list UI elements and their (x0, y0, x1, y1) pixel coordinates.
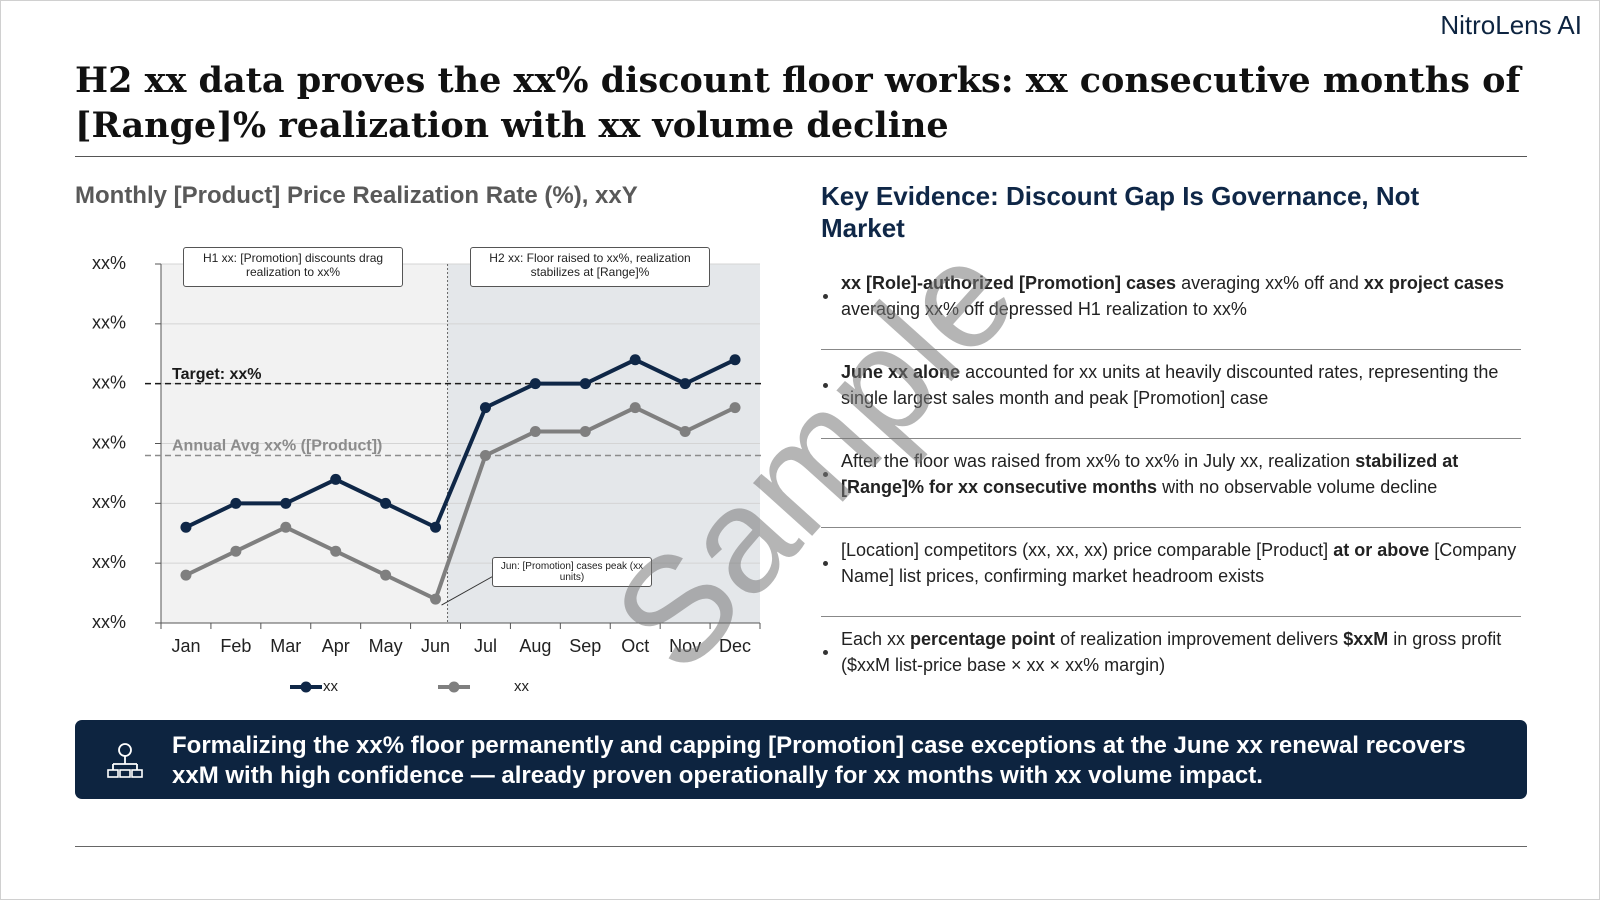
banner-text: Formalizing the xx% floor permanently an… (172, 732, 1466, 789)
bold-text: stabilized at [Range]% for xx consecutiv… (841, 451, 1464, 497)
callout-leader (441, 573, 498, 606)
legend-label: xx (323, 678, 339, 695)
bold-text: xx [Role]-authorized [Promotion] cases (841, 273, 1177, 293)
title-rule (75, 156, 1527, 157)
point (629, 402, 641, 414)
reference-label: Annual Avg xx% ([Product]) (172, 438, 382, 455)
text: with no observable volume decline (1157, 477, 1438, 497)
evidence-bullet: June xx alone accounted for xx units at … (841, 359, 1521, 411)
text: After the floor was raised from xx% to x… (841, 451, 1356, 471)
slide-title: H2 xx data proves the xx% discount floor… (75, 60, 1521, 146)
legend-label: xx (514, 678, 530, 695)
brand-logo: NitroLens AI (1440, 10, 1582, 40)
x-tick-label: Nov (669, 636, 701, 656)
separator (821, 527, 1521, 528)
x-tick-label: Apr (322, 636, 350, 656)
point (280, 497, 292, 509)
evidence-title: Key Evidence: Discount Gap Is Governance… (821, 181, 1420, 243)
point (479, 449, 491, 461)
bold-text: at or above (1333, 540, 1430, 560)
x-tick-label: Feb (220, 636, 251, 656)
bold-text: June xx alone (841, 362, 961, 382)
text: accounted for xx units at heavily discou… (841, 362, 1504, 408)
x-tick-label: Jul (474, 636, 497, 656)
point (430, 521, 442, 533)
bullet-dot (823, 561, 828, 566)
text: averaging xx% off depressed H1 realizati… (841, 273, 1509, 319)
evidence-bullet: [Location] competitors (xx, xx, xx) pric… (841, 537, 1521, 589)
x-tick-label: May (369, 636, 403, 656)
bold-text: $xxM (1343, 629, 1389, 649)
x-tick-label: Jun (421, 636, 450, 656)
bullet-dot (823, 472, 828, 477)
banner (75, 720, 1527, 799)
annotation: H1 xx: [Promotion] discounts drag realiz… (183, 247, 403, 287)
point (579, 426, 591, 438)
point (430, 593, 442, 605)
text: in gross profit ($xxM list-price base × … (841, 629, 1507, 675)
point (180, 521, 192, 533)
point (729, 354, 741, 366)
point (330, 545, 342, 557)
y-tick-label: xx% (92, 552, 126, 572)
reference-label: Target: xx% (172, 366, 262, 383)
x-tick-label: Sep (569, 636, 601, 656)
evidence-bullet: After the floor was raised from xx% to x… (841, 448, 1521, 500)
point (629, 354, 641, 366)
point (529, 378, 541, 390)
bulb-icon (107, 743, 143, 778)
evidence-bullet: Each xx percentage point of realization … (841, 626, 1521, 678)
bold-text: percentage point (910, 629, 1056, 649)
text: averaging xx% off and (1176, 273, 1364, 293)
point (180, 569, 192, 581)
series-line (185, 405, 736, 602)
point (679, 378, 691, 390)
annotation: Jun: [Promotion] cases peak (xx units) (492, 557, 652, 587)
point (380, 497, 392, 509)
y-tick-label: xx% (92, 432, 126, 452)
point (230, 545, 242, 557)
chart: xx% xx% xx% xx% xx% xx% xx% Jan Feb Mar Apr May Jun J… (92, 253, 762, 695)
text: Each xx (841, 629, 911, 649)
point (280, 521, 292, 533)
x-tick-label: Jan (171, 636, 200, 656)
series-line (185, 357, 736, 530)
annotation: H2 xx: Floor raised to xx%, realization … (470, 247, 710, 287)
point (529, 426, 541, 438)
point (230, 497, 242, 509)
point (679, 426, 691, 438)
text: of realization improvement delivers (1055, 629, 1344, 649)
footer-rule (75, 846, 1527, 847)
y-tick-label: xx% (92, 313, 126, 333)
point (479, 402, 491, 414)
legend-swatch (300, 681, 312, 693)
bullet-dot (823, 650, 828, 655)
y-tick-label: xx% (92, 372, 126, 392)
point (380, 569, 392, 581)
x-tick-label: Aug (519, 636, 551, 656)
separator (821, 438, 1521, 439)
text: [Company Name] list prices, confirming m… (841, 540, 1522, 586)
point (579, 378, 591, 390)
text: [Location] competitors (xx, xx, xx) pric… (841, 540, 1334, 560)
point (729, 402, 741, 414)
evidence-bullet: xx [Role]-authorized [Promotion] cases a… (841, 270, 1521, 322)
bullet-dot (823, 294, 828, 299)
legend-swatch (448, 681, 460, 693)
y-tick-label: xx% (92, 253, 126, 273)
chart-title: Monthly [Product] Price Realization Rate… (75, 182, 638, 209)
y-tick-label: xx% (92, 492, 126, 512)
x-tick-label: Dec (719, 636, 751, 656)
bullet-dot (823, 383, 828, 388)
y-tick-label: xx% (92, 612, 126, 632)
separator (821, 349, 1521, 350)
separator (821, 616, 1521, 617)
point (330, 473, 342, 485)
x-tick-label: Mar (270, 636, 301, 656)
x-tick-label: Oct (621, 636, 649, 656)
bold-text: xx project cases (1363, 273, 1504, 293)
